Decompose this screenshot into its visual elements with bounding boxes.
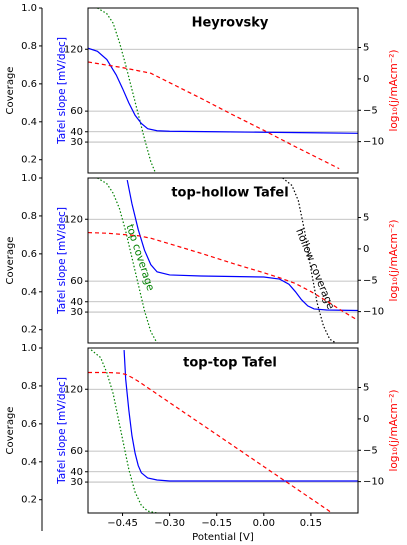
x-tick-label: −0.45 xyxy=(107,518,138,529)
data-line xyxy=(282,178,337,343)
y2-tick-label: −10 xyxy=(363,307,384,318)
panel-title: Heyrovsky xyxy=(192,16,269,31)
y2-tick-label: 5 xyxy=(363,213,369,224)
log-label: log₁₀(j/mAcm⁻²) xyxy=(388,49,400,131)
tafel-label: Tafel slope [mV/dec] xyxy=(56,377,68,485)
panel-title: top-top Tafel xyxy=(183,356,277,371)
y-tick-label: 60 xyxy=(70,276,83,287)
y3-tick-label: 0.4 xyxy=(21,457,37,468)
coverage-label: Coverage xyxy=(5,67,16,115)
data-line xyxy=(123,350,358,482)
y3-tick-label: 1.0 xyxy=(21,343,37,354)
y-tick-label: 40 xyxy=(70,467,83,478)
y-tick-label: 60 xyxy=(70,106,83,117)
y-tick-label: 30 xyxy=(70,477,83,488)
y3-tick-label: 0.4 xyxy=(21,117,37,128)
y-tick-label: 40 xyxy=(70,297,83,308)
y3-tick-label: 1.0 xyxy=(21,3,37,14)
y3-tick-label: 0.6 xyxy=(21,79,37,90)
plot-frame xyxy=(87,7,359,174)
y2-tick-label: 0 xyxy=(363,244,369,255)
y2-tick-label: −5 xyxy=(363,105,378,116)
x-tick-label: 0.00 xyxy=(253,518,275,529)
data-line xyxy=(88,231,358,321)
y2-tick-label: 5 xyxy=(363,43,369,54)
y3-tick-label: 0.2 xyxy=(21,495,37,506)
y-tick-label: 120 xyxy=(64,214,83,225)
data-line xyxy=(88,371,334,513)
y2-tick-label: 0 xyxy=(363,74,369,85)
y-tick-label: 120 xyxy=(64,44,83,55)
plot-frame xyxy=(87,177,359,344)
series-label: hollow coverage xyxy=(293,227,336,311)
y2-tick-label: −5 xyxy=(363,275,378,286)
tafel-label: Tafel slope [mV/dec] xyxy=(56,207,68,315)
data-line xyxy=(97,8,157,173)
coverage-label: Coverage xyxy=(5,237,16,285)
plot-frame xyxy=(87,347,359,514)
x-tick-label: −0.30 xyxy=(154,518,185,529)
y-tick-label: 30 xyxy=(70,307,83,318)
y3-tick-label: 0.2 xyxy=(21,155,37,166)
y-tick-label: 30 xyxy=(70,137,83,148)
y3-tick-label: 0.6 xyxy=(21,419,37,430)
coverage-label: Coverage xyxy=(5,407,16,455)
y-tick-label: 60 xyxy=(70,446,83,457)
y3-tick-label: 1.0 xyxy=(21,173,37,184)
y3-tick-label: 0.8 xyxy=(21,211,37,222)
data-line xyxy=(126,179,358,312)
y2-tick-label: 0 xyxy=(363,414,369,425)
data-line xyxy=(97,178,158,343)
y3-tick-label: 0.8 xyxy=(21,381,37,392)
tafel-label: Tafel slope [mV/dec] xyxy=(56,37,68,145)
y3-tick-label: 0.6 xyxy=(21,249,37,260)
y3-tick-label: 0.2 xyxy=(21,325,37,336)
panel-title: top-hollow Tafel xyxy=(171,186,288,201)
y2-tick-label: −10 xyxy=(363,477,384,488)
log-label: log₁₀(j/mAcm⁻²) xyxy=(388,389,400,471)
y-tick-label: 40 xyxy=(70,127,83,138)
x-axis-label: Potential [V] xyxy=(192,532,254,543)
data-line xyxy=(90,349,158,513)
y2-tick-label: −10 xyxy=(363,137,384,148)
log-label: log₁₀(j/mAcm⁻²) xyxy=(388,219,400,301)
y2-tick-label: 5 xyxy=(363,383,369,394)
x-tick-label: −0.15 xyxy=(201,518,232,529)
y3-tick-label: 0.8 xyxy=(21,41,37,52)
x-tick-label: 0.15 xyxy=(300,518,322,529)
data-line xyxy=(88,47,358,134)
data-line xyxy=(88,61,340,170)
y3-tick-label: 0.4 xyxy=(21,287,37,298)
y2-tick-label: −5 xyxy=(363,445,378,456)
y-tick-label: 120 xyxy=(64,384,83,395)
